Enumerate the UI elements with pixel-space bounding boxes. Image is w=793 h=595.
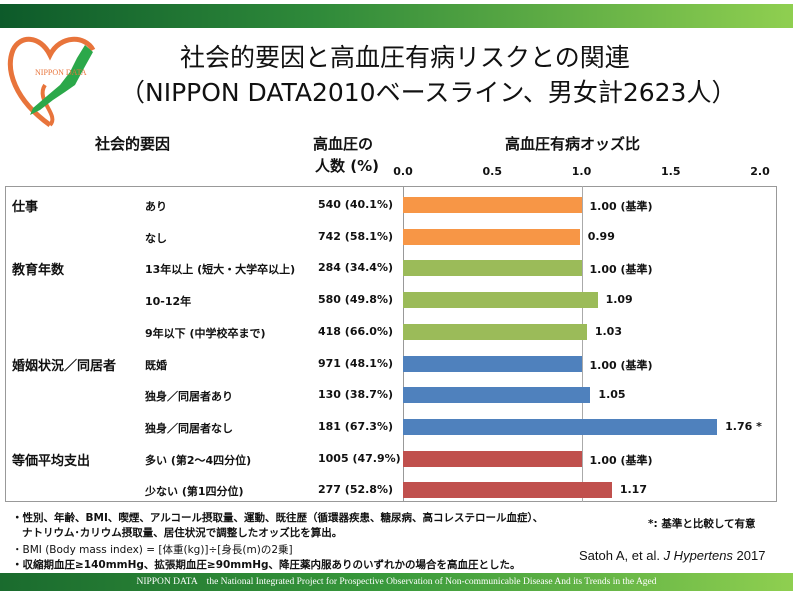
- x-tick-label: 2.0: [750, 165, 770, 178]
- bar-value-label: 1.76 *: [725, 419, 762, 433]
- table-frame: [5, 186, 777, 502]
- note-line1: ・性別、年齢、BMI、喫煙、アルコール摂取量、運動、既往歴（循環器疾患、糖尿病、…: [12, 512, 544, 524]
- row-count: 181 (67.3%): [318, 419, 394, 433]
- row-label: 独身／同居者あり: [145, 390, 233, 404]
- title-line1: 社会的要因と高血圧有病リスクとの関連: [180, 43, 630, 72]
- row-count: 284 (34.4%): [318, 261, 394, 275]
- x-tick-label: 1.0: [571, 165, 592, 178]
- note-line4: ・収縮期血圧≥140mmHg、拡張期血圧≥90mmHg、降圧薬内服ありのいずれか…: [12, 559, 521, 571]
- odds-ratio-bar: [403, 228, 580, 245]
- citation: Satoh A, et al. J Hypertens 2017: [579, 548, 765, 563]
- group-label: 等価平均支出: [12, 453, 91, 469]
- row-label: あり: [145, 200, 167, 213]
- top-banner: [0, 4, 793, 28]
- bar-value-label: 1.00 (基準): [589, 453, 653, 467]
- group-label: 教育年数: [12, 263, 65, 279]
- column-header-odds-ratio: 高血圧有病オッズ比: [505, 135, 641, 153]
- note-line2: ナトリウム･カリウム摂取量、居住状況で調整したオッズ比を算出。: [22, 527, 343, 539]
- odds-ratio-bar: [403, 450, 582, 467]
- bar-value-label: 1.00 (基準): [589, 358, 653, 372]
- row-count: 742 (58.1%): [318, 229, 394, 243]
- row-count: 130 (38.7%): [318, 388, 394, 402]
- group-label: 婚姻状況／同居者: [12, 358, 117, 374]
- x-tick-label: 1.5: [661, 165, 681, 178]
- odds-ratio-bar: [403, 418, 718, 435]
- significance-note: *: 基準と比較して有意: [648, 518, 756, 530]
- x-tick-label: 0.0: [393, 165, 413, 178]
- row-label: 既婚: [145, 358, 167, 372]
- axis-zero-line: [403, 186, 404, 502]
- bar-value-label: 1.17: [619, 483, 647, 497]
- svg-text:NIPPON DATA: NIPPON DATA: [35, 68, 87, 77]
- bar-value-label: 1.09: [605, 293, 633, 307]
- row-count: 1005 (47.9%): [318, 451, 401, 465]
- bar-value-label: 1.00 (基準): [589, 200, 653, 213]
- odds-ratio-bar: [403, 260, 582, 277]
- citation-authors: Satoh A, et al.: [579, 548, 664, 563]
- odds-ratio-bar: [403, 387, 591, 404]
- column-header-count-2: 人数 (%): [315, 157, 379, 175]
- note-line3: ・BMI (Body mass index) = [体重(kg)]÷[身長(m)…: [12, 544, 293, 556]
- reference-line: [581, 186, 583, 502]
- x-tick-label: 0.5: [482, 165, 503, 178]
- odds-ratio-bar: [403, 197, 582, 213]
- logo-heart-japan-icon: NIPPON DATA: [7, 36, 96, 128]
- bar-value-label: 1.03: [594, 324, 622, 338]
- row-count: 580 (49.8%): [318, 293, 394, 307]
- row-count: 418 (66.0%): [318, 324, 394, 338]
- row-label: 10-12年: [145, 295, 192, 309]
- row-label: 少ない (第1四分位): [145, 485, 244, 499]
- row-label: なし: [145, 231, 167, 245]
- row-count: 277 (52.8%): [318, 483, 394, 497]
- column-header-count-1: 高血圧の: [313, 135, 374, 153]
- row-count: 540 (40.1%): [318, 198, 394, 211]
- column-header-factor: 社会的要因: [95, 135, 171, 153]
- row-label: 13年以上 (短大・大学卒以上): [145, 263, 296, 277]
- odds-ratio-bar: [403, 323, 587, 340]
- row-label: 多い (第2～4四分位): [145, 453, 252, 467]
- nippon-data-logo: NIPPON DATA: [5, 30, 100, 130]
- odds-ratio-bar: [403, 482, 612, 499]
- title-line2: （NIPPON DATA2010ベースライン、男女計2623人）: [120, 78, 737, 107]
- group-label: 仕事: [12, 200, 39, 215]
- odds-ratio-bar: [403, 292, 598, 309]
- row-count: 971 (48.1%): [318, 356, 394, 370]
- odds-ratio-bar: [403, 355, 582, 372]
- citation-year: 2017: [732, 548, 766, 563]
- row-label: 独身／同居者なし: [145, 421, 233, 435]
- footer-banner: NIPPON DATA the National Integrated Proj…: [0, 573, 793, 591]
- bar-value-label: 1.05: [598, 388, 626, 402]
- bar-value-label: 0.99: [587, 229, 615, 243]
- row-label: 9年以下 (中学校卒まで): [145, 326, 266, 340]
- bar-value-label: 1.00 (基準): [589, 263, 653, 277]
- citation-journal: J Hypertens: [663, 548, 733, 563]
